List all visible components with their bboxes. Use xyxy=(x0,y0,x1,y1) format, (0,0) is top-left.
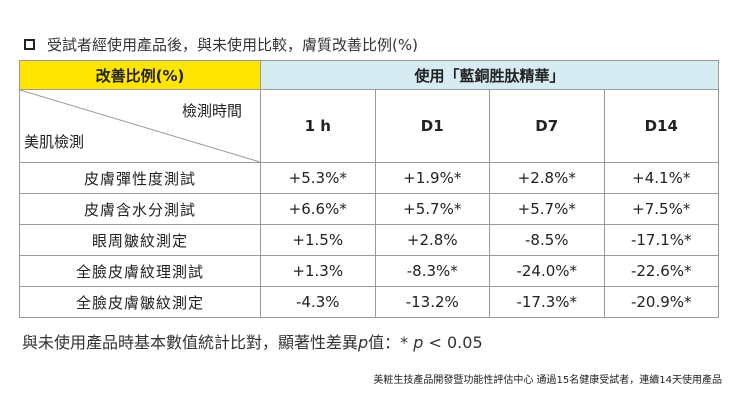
table-cell: -20.9%* xyxy=(603,286,719,318)
table-cell: +2.8%* xyxy=(489,162,605,194)
table-cell: +2.8% xyxy=(374,224,490,256)
table-row: 皮膚含水分測試 +6.6%* +5.7%* +5.7%* +7.5%* xyxy=(19,193,719,225)
note-prefix: 與未使用產品時基本數值統計比對，顯著性差異 xyxy=(22,333,359,352)
note-p: p xyxy=(358,333,369,352)
table-cell: +1.9%* xyxy=(374,162,490,194)
results-table: 改善比例(%) 使用「藍銅胜肽精華」 檢測時間 美肌檢測 1 h D1 D7 D… xyxy=(19,60,719,318)
time-d14: D14 xyxy=(603,89,719,163)
table-cell: +5.7%* xyxy=(489,193,605,225)
table-cell: -4.3% xyxy=(260,286,376,318)
header-row: 改善比例(%) 使用「藍銅胜肽精華」 xyxy=(19,60,719,90)
table-row: 皮膚彈性度測試 +5.3%* +1.9%* +2.8%* +4.1%* xyxy=(19,162,719,194)
row-label: 皮膚彈性度測試 xyxy=(19,162,261,194)
note-threshold: < 0.05 xyxy=(423,333,483,352)
time-1h: 1 h xyxy=(260,89,376,163)
checkbox-square-icon xyxy=(24,39,35,50)
table-cell: +4.1%* xyxy=(603,162,719,194)
table-cell: -13.2% xyxy=(374,286,490,318)
note-suffix: 值：* xyxy=(368,333,414,352)
table-cell: +1.3% xyxy=(260,255,376,287)
footer-source: 美粧生技產品開發暨功能性評估中心 通過15名健康受試者，連續14天使用產品 xyxy=(373,375,722,386)
time-row: 檢測時間 美肌檢測 1 h D1 D7 D14 xyxy=(19,89,719,163)
table-row: 眼周皺紋測定 +1.5% +2.8% -8.5% -17.1%* xyxy=(19,224,719,256)
time-d7: D7 xyxy=(489,89,605,163)
diag-bottom-label: 美肌檢測 xyxy=(24,133,85,151)
product-header: 使用「藍銅胜肽精華」 xyxy=(260,60,719,90)
row-label: 眼周皺紋測定 xyxy=(19,224,261,256)
table-cell: +6.6%* xyxy=(260,193,376,225)
diagonal-header-cell: 檢測時間 美肌檢測 xyxy=(19,89,261,163)
diag-top-label: 檢測時間 xyxy=(181,102,242,120)
note-p2: p xyxy=(413,333,424,352)
table-cell: -17.3%* xyxy=(489,286,605,318)
table-row: 全臉皮膚皺紋測定 -4.3% -13.2% -17.3%* -20.9%* xyxy=(19,286,719,318)
table-row: 全臉皮膚紋理測試 +1.3% -8.3%* -24.0%* -22.6%* xyxy=(19,255,719,287)
time-d1: D1 xyxy=(374,89,490,163)
table-cell: +5.3%* xyxy=(260,162,376,194)
row-label: 全臉皮膚紋理測試 xyxy=(19,255,261,287)
table-cell: +5.7%* xyxy=(374,193,490,225)
table-cell: -17.1%* xyxy=(603,224,719,256)
row-label: 皮膚含水分測試 xyxy=(19,193,261,225)
table-cell: -24.0%* xyxy=(489,255,605,287)
table-cell: +7.5%* xyxy=(603,193,719,225)
table-cell: -8.5% xyxy=(489,224,605,256)
row-label: 全臉皮膚皺紋測定 xyxy=(19,286,261,318)
table-cell: -8.3%* xyxy=(374,255,490,287)
table-cell: -22.6%* xyxy=(603,255,719,287)
left-header: 改善比例(%) xyxy=(19,60,261,90)
significance-note: 與未使用產品時基本數值統計比對，顯著性差異p值：* p < 0.05 xyxy=(22,329,483,353)
diagonal-line xyxy=(20,90,260,162)
title-row: 受試者經使用產品後，與未使用比較，膚質改善比例(%) xyxy=(24,34,418,55)
table-cell: +1.5% xyxy=(260,224,376,256)
page-title: 受試者經使用產品後，與未使用比較，膚質改善比例(%) xyxy=(47,36,418,54)
